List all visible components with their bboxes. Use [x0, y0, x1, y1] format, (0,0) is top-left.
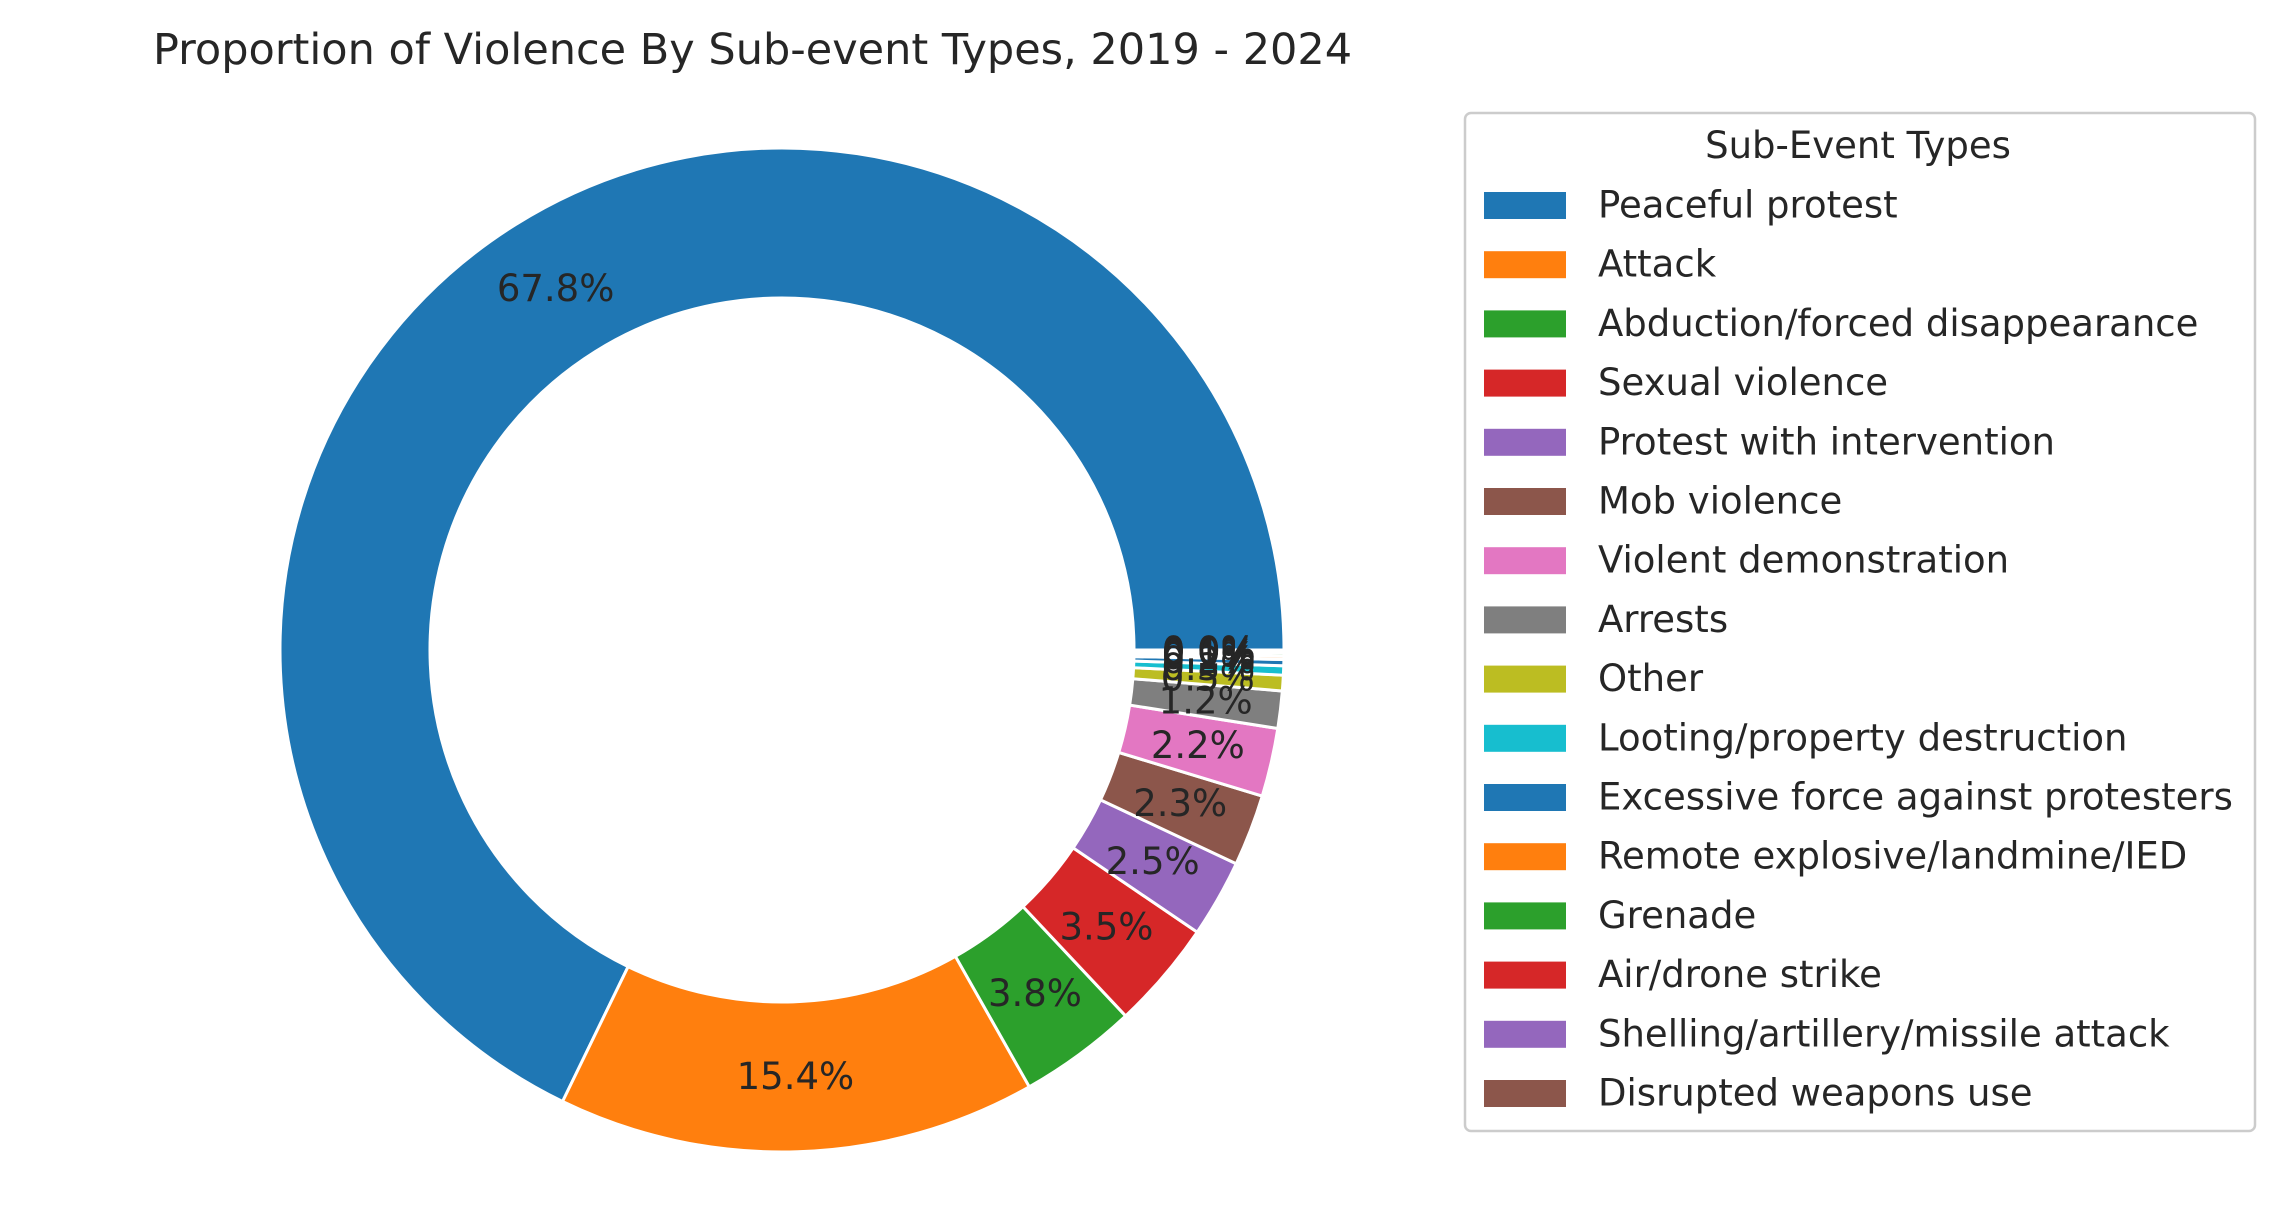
legend-label: Arrests: [1598, 598, 1728, 641]
legend: Sub-Event Types Peaceful protest Attack Ab…: [1463, 111, 2257, 1133]
pct-label-air-drone-strike: 0.0%: [1162, 631, 1256, 674]
legend-label: Excessive force against protesters: [1598, 776, 2233, 819]
legend-item-mob-violence: Mob violence: [1484, 480, 1842, 523]
legend-label: Protest with intervention: [1598, 420, 2055, 463]
legend-swatch: [1484, 902, 1566, 930]
legend-label: Other: [1598, 657, 1704, 700]
pct-label-attack: 15.4%: [737, 1055, 855, 1098]
legend-label: Shelling/artillery/missile attack: [1598, 1012, 2170, 1055]
pct-label-shelling-artillery-missile-attack: 0.0%: [1162, 629, 1256, 672]
legend-swatch: [1484, 1020, 1566, 1048]
legend-label: Attack: [1598, 243, 1717, 286]
legend-label: Grenade: [1598, 894, 1756, 937]
legend-label: Peaceful protest: [1598, 184, 1898, 227]
legend-item-air-drone-strike: Air/drone strike: [1484, 953, 1882, 996]
legend-item-peaceful-protest: Peaceful protest: [1484, 184, 1898, 227]
chart-title: Proportion of Violence By Sub-event Type…: [153, 25, 1352, 75]
legend-item-attack: Attack: [1484, 243, 1717, 286]
pct-label-arrests: 1.2%: [1159, 679, 1253, 722]
pct-label-violent-demonstration: 2.2%: [1151, 724, 1245, 767]
legend-swatch: [1484, 488, 1566, 515]
legend-item-remote-explosive-landmine-ied: Remote explosive/landmine/IED: [1484, 835, 2187, 878]
legend-swatch: [1484, 547, 1566, 575]
legend-item-excessive-force-against-protesters: Excessive force against protesters: [1484, 776, 2233, 819]
legend-frame: [1463, 111, 2257, 1133]
pct-label-remote-explosive-landmine-ied: 0.1%: [1162, 635, 1256, 678]
legend-label: Remote explosive/landmine/IED: [1598, 835, 2187, 878]
legend-swatch: [1484, 1080, 1566, 1107]
pct-label-peaceful-protest: 67.8%: [497, 267, 615, 310]
legend-swatch: [1484, 606, 1566, 634]
pct-label-grenade: 0.1%: [1162, 633, 1256, 676]
legend-swatch: [1484, 724, 1566, 752]
legend-label: Mob violence: [1598, 480, 1842, 523]
legend-swatch: [1484, 961, 1566, 989]
legend-label: Looting/property destruction: [1598, 716, 2128, 759]
legend-label: Violent demonstration: [1598, 539, 2009, 582]
legend-swatch: [1484, 369, 1566, 397]
pct-label-other: 0.5%: [1161, 657, 1255, 700]
legend-item-grenade: Grenade: [1484, 894, 1756, 937]
legend-title: Sub-Event Types: [1705, 124, 2011, 167]
slice-peaceful-protest: [278, 146, 1286, 1104]
legend-swatch: [1484, 843, 1566, 871]
legend-swatch: [1484, 428, 1566, 456]
legend-item-looting-property-destruction: Looting/property destruction: [1484, 716, 2128, 759]
legend-swatch: [1484, 251, 1566, 279]
percentage-labels: 67.8% 15.4% 3.8% 3.5% 2.5% 2.3% 2.2%1.2%0.5%0.…: [497, 267, 1256, 1098]
slice-attack: [560, 954, 1032, 1154]
pct-label-protest-with-intervention: 2.5%: [1106, 840, 1200, 883]
legend-item-other: Other: [1484, 657, 1704, 700]
legend-swatch: [1484, 665, 1566, 693]
legend-swatch: [1484, 784, 1566, 811]
legend-item-sexual-violence: Sexual violence: [1484, 361, 1888, 404]
pct-label-sexual-violence: 3.5%: [1059, 906, 1153, 949]
legend-label: Abduction/forced disappearance: [1598, 302, 2198, 345]
pct-label-disrupted-weapons-use: 0.0%: [1162, 629, 1256, 672]
slice-disrupted-weapons-use: [1132, 648, 1286, 653]
pct-label-abduction-forced-disappearance: 3.8%: [988, 972, 1082, 1015]
donut-slices: [278, 146, 1286, 1154]
pct-label-looting-property-destruction: 0.3%: [1161, 646, 1255, 689]
legend-label: Air/drone strike: [1598, 953, 1882, 996]
legend-items: Peaceful protest Attack Abduction/forced d…: [1484, 184, 2233, 1115]
legend-item-abduction-forced-disappearance: Abduction/forced disappearance: [1484, 302, 2198, 345]
legend-item-protest-with-intervention: Protest with intervention: [1484, 420, 2055, 463]
legend-item-violent-demonstration: Violent demonstration: [1484, 539, 2009, 582]
legend-label: Sexual violence: [1598, 361, 1888, 404]
legend-swatch: [1484, 192, 1566, 219]
legend-item-shelling-artillery-missile-attack: Shelling/artillery/missile attack: [1484, 1012, 2170, 1055]
legend-swatch: [1484, 310, 1566, 338]
legend-item-disrupted-weapons-use: Disrupted weapons use: [1484, 1072, 2033, 1115]
pct-label-excessive-force-against-protesters: 0.2%: [1162, 639, 1256, 682]
legend-item-arrests: Arrests: [1484, 598, 1728, 641]
legend-label: Disrupted weapons use: [1598, 1072, 2033, 1115]
pct-label-mob-violence: 2.3%: [1133, 782, 1227, 825]
